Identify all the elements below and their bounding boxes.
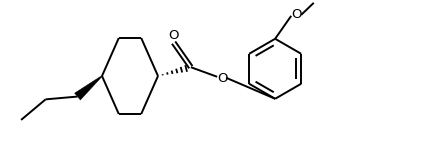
Text: O: O: [291, 8, 301, 21]
Polygon shape: [75, 76, 102, 100]
Text: O: O: [168, 29, 179, 42]
Text: O: O: [217, 72, 227, 85]
